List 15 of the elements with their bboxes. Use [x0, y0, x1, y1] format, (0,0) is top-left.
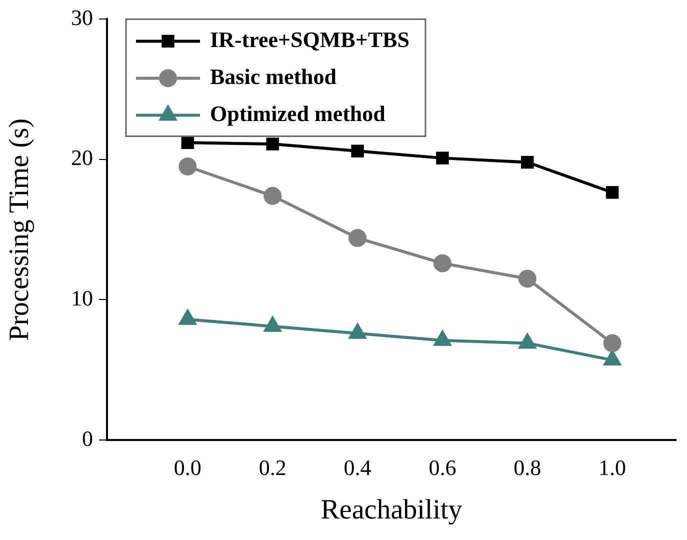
x-tick-label: 1.0	[598, 454, 626, 480]
x-tick-label: 0.8	[514, 454, 542, 480]
x-tick-label: 0.4	[344, 454, 372, 480]
x-tick-label: 0.6	[428, 454, 456, 480]
x-axis-title: Reachability	[320, 494, 462, 526]
legend-label: Optimized method	[210, 100, 386, 126]
y-tick-label: 20	[71, 145, 93, 170]
x-tick-label: 0.0	[174, 454, 202, 480]
y-tick-label: 0	[82, 426, 93, 451]
x-tick-label: 0.2	[258, 454, 286, 480]
y-axis-title: Processing Time (s)	[4, 118, 36, 341]
legend-label: Basic method	[210, 64, 336, 89]
y-tick-label: 10	[71, 286, 93, 311]
legend-label: IR-tree+SQMB+TBS	[210, 26, 410, 52]
y-tick-label: 30	[71, 4, 93, 30]
